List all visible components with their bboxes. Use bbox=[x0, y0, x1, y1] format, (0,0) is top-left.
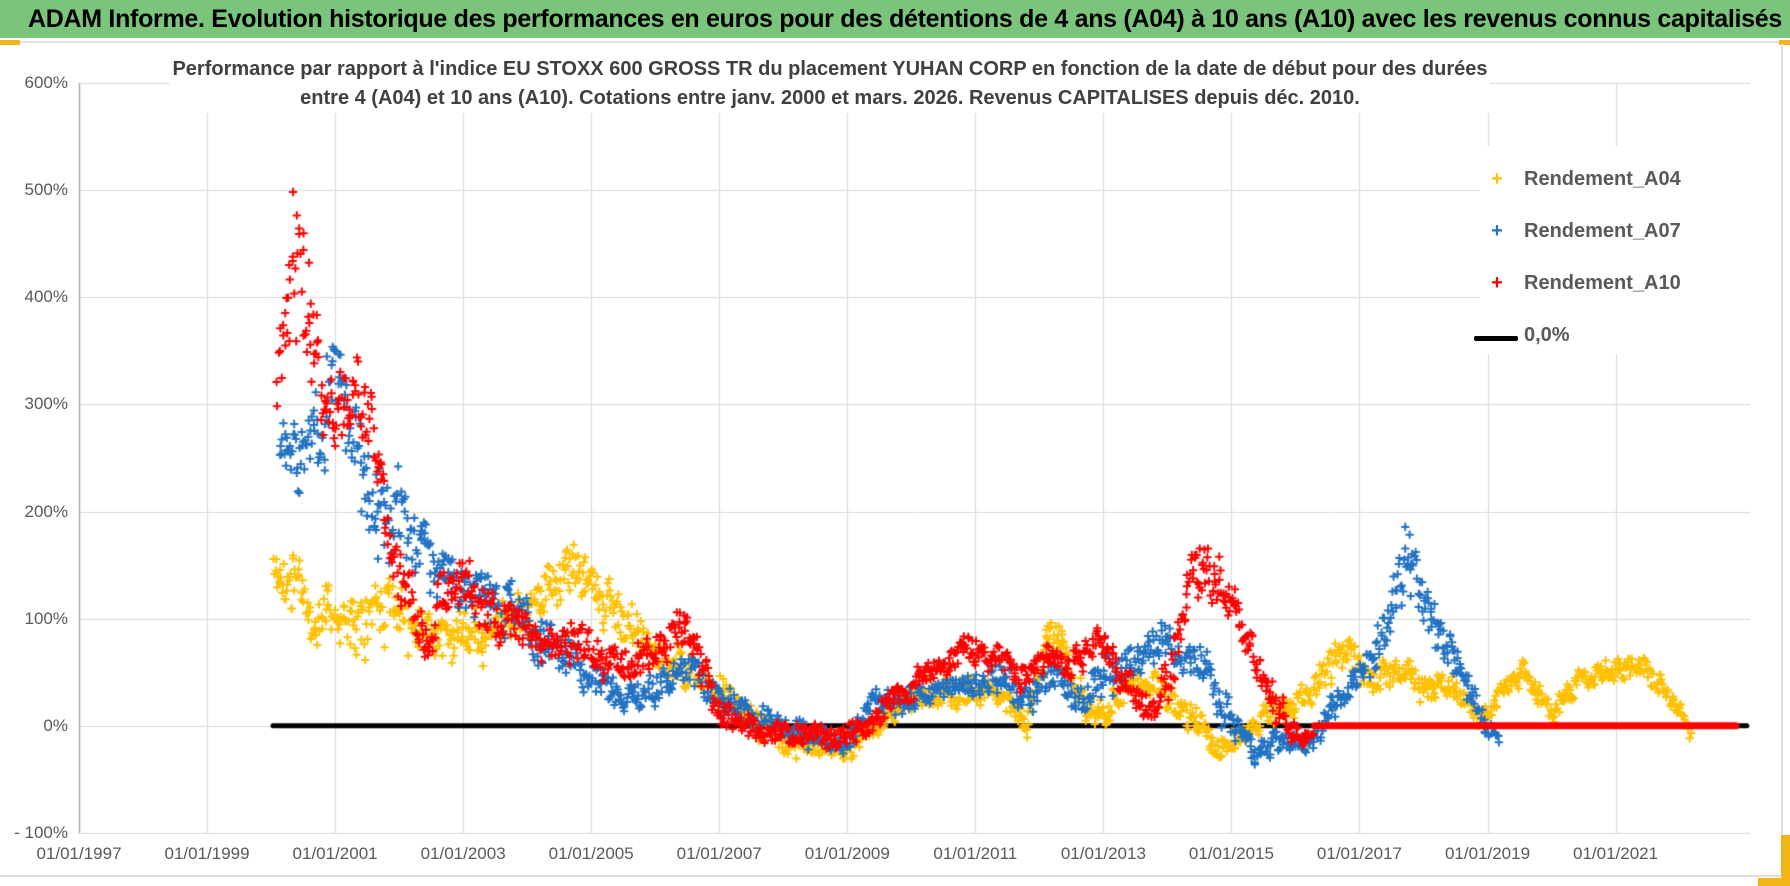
legend-label: Rendement_A07 bbox=[1524, 219, 1681, 242]
chart-title-line2: entre 4 (A04) et 10 ans (A10). Cotations… bbox=[300, 87, 1360, 109]
chart-legend: + Rendement_A04 + Rendement_A07 + Rendem… bbox=[1474, 146, 1776, 354]
plus-marker-icon: + bbox=[1491, 220, 1503, 242]
legend-label: Rendement_A04 bbox=[1524, 167, 1681, 190]
y-tick-label: 600% bbox=[24, 73, 68, 92]
x-tick-label: 01/01/2005 bbox=[548, 844, 634, 863]
frame-border-right bbox=[1781, 44, 1783, 886]
x-tick-label: 01/01/2019 bbox=[1444, 844, 1531, 863]
chart-title: Performance par rapport à l'indice EU ST… bbox=[170, 55, 1490, 113]
plus-marker-icon: + bbox=[1491, 168, 1503, 190]
gold-corner-bottom-right bbox=[1781, 835, 1790, 886]
gold-corner-bottom-right bbox=[1758, 878, 1790, 886]
legend-item-a07: + Rendement_A07 bbox=[1480, 216, 1681, 246]
y-tick-label: 200% bbox=[24, 501, 68, 521]
x-tick-label: 01/01/2009 bbox=[804, 844, 890, 863]
legend-item-a10: + Rendement_A10 bbox=[1480, 268, 1681, 298]
x-tick-label: 01/01/2003 bbox=[420, 844, 506, 863]
y-tick-label: 500% bbox=[24, 180, 68, 200]
legend-label: Rendement_A10 bbox=[1524, 271, 1681, 294]
x-tick-label: 01/01/2021 bbox=[1573, 844, 1659, 863]
x-tick-label: 01/01/2017 bbox=[1316, 844, 1402, 863]
x-tick-label: 01/01/1999 bbox=[164, 844, 250, 863]
x-tick-label: 01/01/2011 bbox=[933, 844, 1018, 863]
x-tick-label: 01/01/1997 bbox=[36, 844, 122, 863]
y-tick-label: 300% bbox=[24, 394, 68, 414]
x-tick-label: 01/01/2001 bbox=[292, 844, 378, 863]
legend-label: 0,0% bbox=[1524, 323, 1570, 346]
y-tick-label: 400% bbox=[24, 287, 68, 307]
y-tick-label: 100% bbox=[24, 608, 68, 628]
frame-border-bottom bbox=[0, 875, 1790, 877]
x-tick-label: 01/01/2015 bbox=[1188, 844, 1274, 863]
legend-item-zero-line: 0,0% bbox=[1474, 320, 1570, 350]
legend-item-a04: + Rendement_A04 bbox=[1480, 164, 1681, 194]
plus-marker-icon: + bbox=[1491, 272, 1503, 294]
zero-line-swatch bbox=[1474, 336, 1518, 341]
y-tick-label: 0% bbox=[43, 715, 68, 735]
chart-title-line1: Performance par rapport à l'indice EU ST… bbox=[172, 58, 1488, 80]
x-tick-label: 01/01/2013 bbox=[1060, 844, 1146, 863]
x-tick-label: 01/01/2007 bbox=[676, 844, 762, 863]
y-tick-label: - 100% bbox=[14, 823, 68, 842]
